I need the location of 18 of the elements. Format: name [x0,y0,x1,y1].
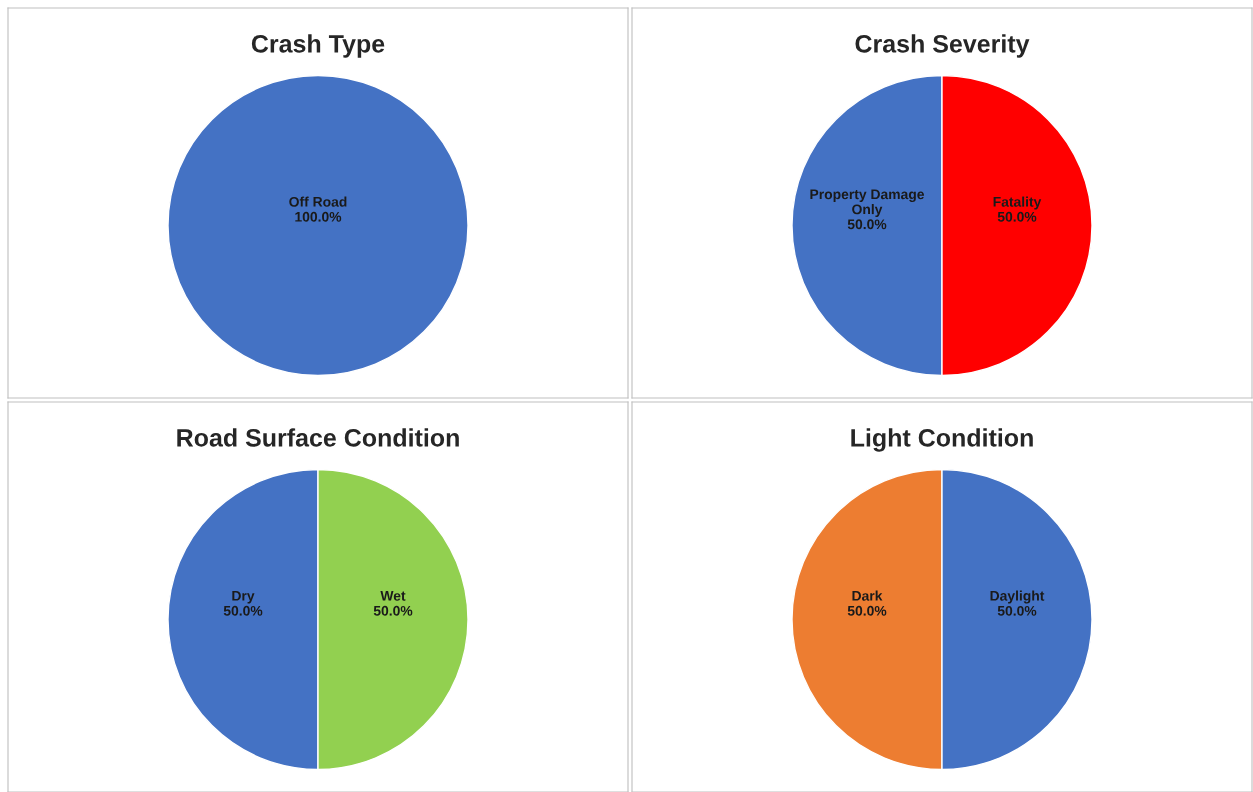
slice-label: Off Road [289,196,347,207]
slice-label: Dry [232,591,255,604]
chart-title: Crash Type [251,34,385,58]
data-label: 50.0% [997,211,1037,222]
slice-label: Fatality [993,196,1042,210]
slice-label: Wet [380,591,406,601]
data-label: 50.0% [847,219,887,230]
data-label: 50.0% [997,605,1037,616]
data-label: 50.0% [847,605,887,616]
slice-label: Property Damage Only [810,189,925,217]
data-label: 50.0% [373,605,413,616]
slice-label: Daylight [990,590,1045,604]
slice-label: Dark [852,590,883,601]
chart-title: Crash Severity [855,34,1030,58]
chart-title: Light Condition [851,428,1033,452]
data-label: 100.0% [295,211,342,222]
data-label: 50.0% [223,605,263,616]
chart-title: Road Surface Condition [177,428,459,447]
